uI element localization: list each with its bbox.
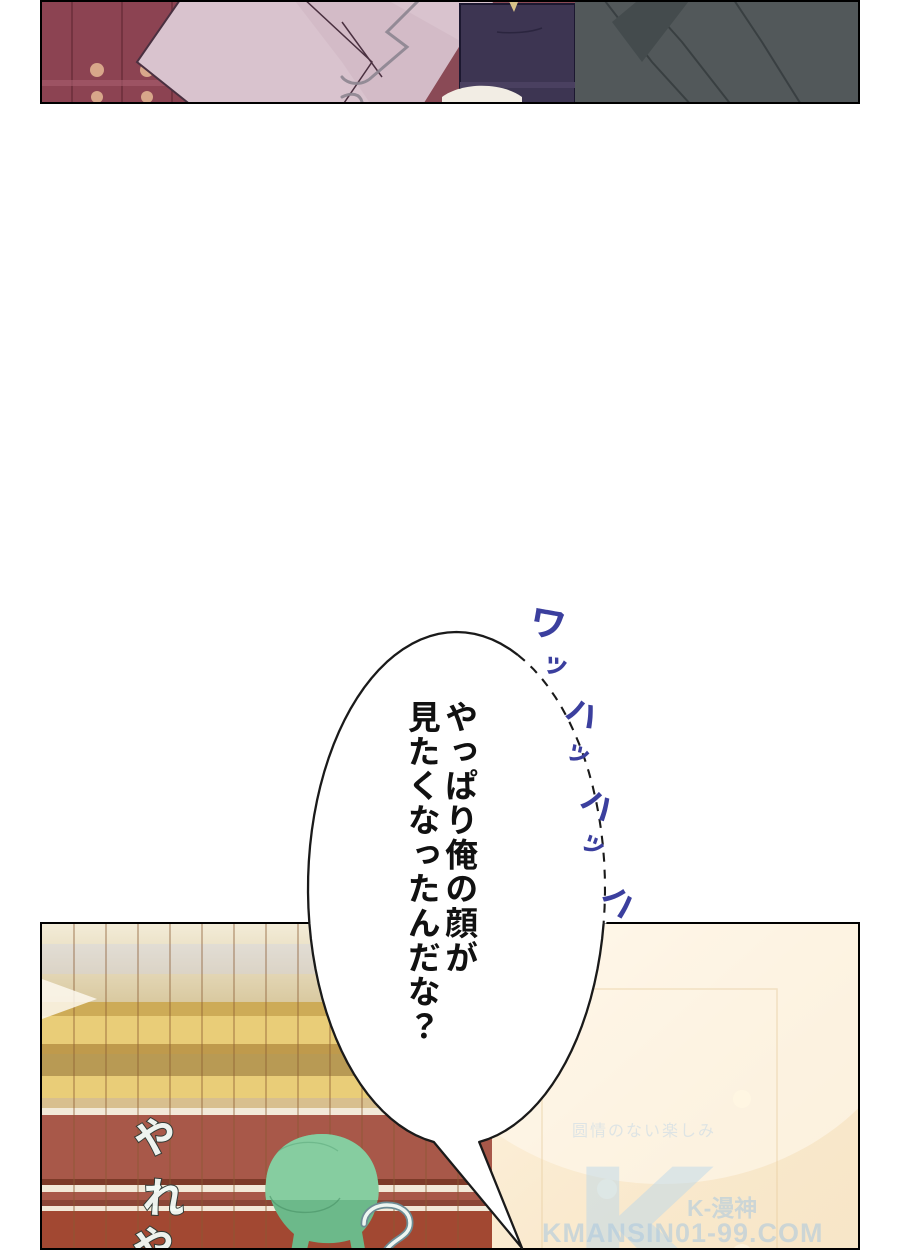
svg-text:ッ: ッ xyxy=(573,820,617,865)
svg-text:ワ: ワ xyxy=(526,593,570,650)
svg-text:ハ: ハ xyxy=(593,873,649,928)
svg-text:ッ: ッ xyxy=(559,728,601,773)
